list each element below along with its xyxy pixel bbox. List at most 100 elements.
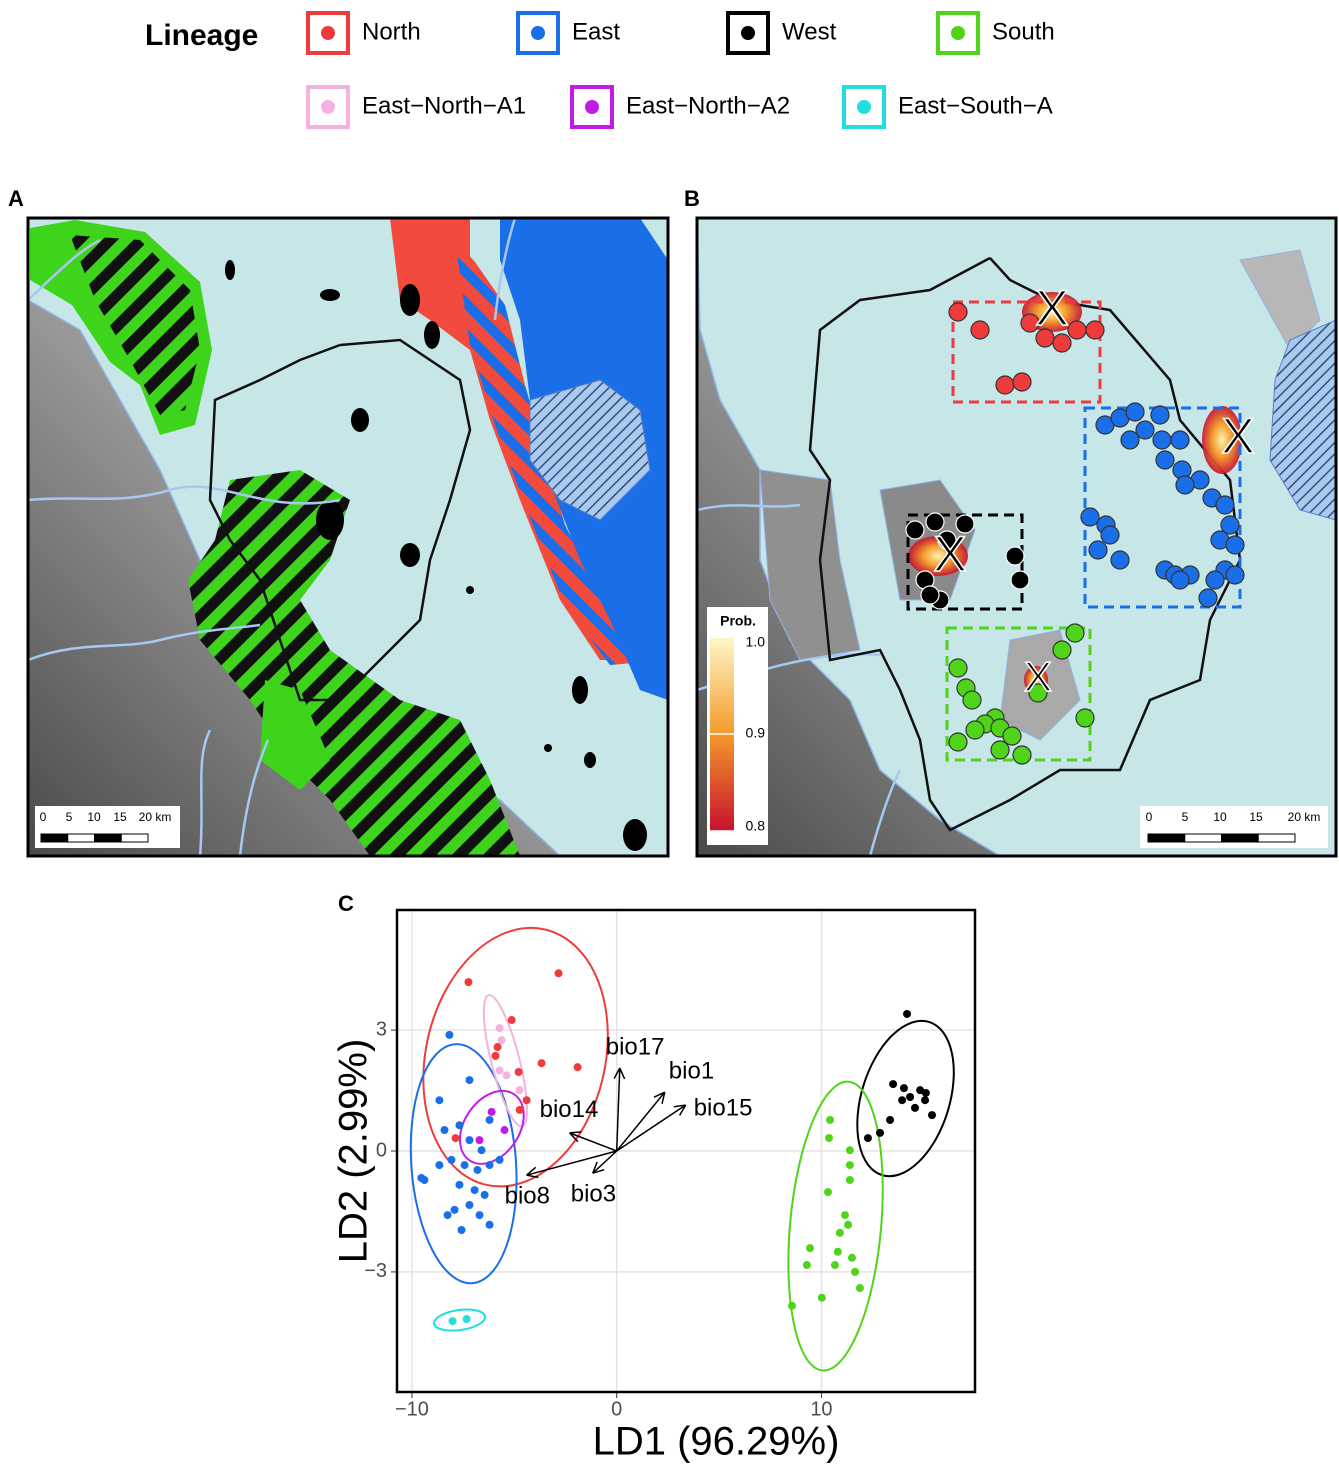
colorbar: Prob. 1.00.90.8 [707, 607, 768, 845]
point [906, 1093, 914, 1101]
map-marker: X [1221, 408, 1254, 464]
point [417, 1174, 425, 1182]
y-tick-label: 3 [376, 1018, 387, 1040]
point [491, 1052, 499, 1060]
map-b: X X X X [697, 218, 1336, 856]
point [508, 1016, 516, 1024]
panel-label: A [8, 186, 24, 211]
legend-label: East−North−A1 [362, 92, 526, 119]
point [447, 1156, 455, 1164]
sample-site [1171, 431, 1189, 449]
legend-label: North [362, 18, 421, 45]
point [465, 1076, 473, 1084]
legend-label: East [572, 18, 620, 45]
point [826, 1116, 834, 1124]
point [846, 1161, 854, 1169]
point [848, 1254, 856, 1262]
scale-label: 20 km [1288, 810, 1321, 824]
point [831, 1261, 839, 1269]
point [465, 1201, 473, 1209]
legend-dot [857, 100, 871, 114]
page: Lineage NorthEastWestSouthEast−North−A1E… [0, 0, 1339, 1466]
scale-bar: 05101520 km [35, 806, 180, 848]
figure: Lineage NorthEastWestSouthEast−North−A1E… [0, 0, 1339, 1466]
point [476, 1211, 484, 1219]
sample-site [1068, 321, 1086, 339]
sample-site [1151, 406, 1169, 424]
point [435, 1096, 443, 1104]
point [846, 1176, 854, 1184]
point [463, 1315, 471, 1323]
y-tick-label: 0 [376, 1139, 387, 1161]
legend-title: Lineage [145, 19, 258, 52]
sample-site [991, 741, 1009, 759]
point [448, 1317, 456, 1325]
point [496, 1156, 504, 1164]
point [486, 1116, 494, 1124]
point [503, 1071, 511, 1079]
sample-site [1013, 746, 1031, 764]
point [900, 1084, 908, 1092]
legend-dot [321, 100, 335, 114]
point [476, 1136, 484, 1144]
legend-label: East−South−A [898, 92, 1053, 119]
point [461, 1161, 469, 1169]
sample-site [1081, 508, 1099, 526]
legend-label: East−North−A2 [626, 92, 790, 119]
point [486, 1161, 494, 1169]
sample-site [966, 721, 984, 739]
point [473, 1166, 481, 1174]
sample-site [963, 691, 981, 709]
point [538, 1059, 546, 1067]
colorbar-tick-label: 0.9 [746, 725, 766, 741]
arrow-head [570, 1132, 582, 1133]
colorbar-tick-label: 0.8 [746, 818, 766, 834]
point [841, 1211, 849, 1219]
sample-site [949, 303, 967, 321]
sample-site [1153, 431, 1171, 449]
point [788, 1302, 796, 1310]
sample-site [971, 321, 989, 339]
sample-site [1053, 641, 1071, 659]
point [500, 1126, 508, 1134]
sample-site [1206, 571, 1224, 589]
point [488, 1108, 496, 1116]
point [898, 1096, 906, 1104]
sample-site [1111, 551, 1129, 569]
point [824, 1188, 832, 1196]
point [455, 1181, 463, 1189]
point [851, 1268, 859, 1276]
point [922, 1089, 930, 1097]
point [886, 1116, 894, 1124]
point [903, 1010, 911, 1018]
point [498, 1036, 506, 1044]
legend-label: West [782, 18, 837, 45]
scale-label: 10 [1213, 810, 1227, 824]
scale-label: 0 [40, 810, 47, 824]
legend-dot [585, 100, 599, 114]
point [844, 1221, 852, 1229]
loading-label: bio3 [571, 1181, 616, 1208]
point [846, 1146, 854, 1154]
sample-site [1156, 451, 1174, 469]
point [803, 1261, 811, 1269]
point [486, 1221, 494, 1229]
panel-label: C [338, 891, 354, 916]
map-marker: X [1024, 653, 1052, 700]
sample-site [921, 586, 939, 604]
point [523, 1096, 531, 1104]
y-axis-title: LD2 (2.99%) [332, 1039, 376, 1264]
scale-label: 15 [1249, 810, 1263, 824]
x-tick-label: 10 [810, 1398, 832, 1420]
colorbar-title: Prob. [720, 613, 756, 629]
point [818, 1294, 826, 1302]
point [494, 1043, 502, 1051]
point [478, 1146, 486, 1154]
sample-site [1011, 571, 1029, 589]
scale-segment [1185, 834, 1222, 842]
sample-site [1086, 321, 1104, 339]
loading-label: bio14 [540, 1096, 599, 1123]
point [516, 1086, 524, 1094]
scale-segment [68, 834, 95, 842]
point [516, 1106, 524, 1114]
